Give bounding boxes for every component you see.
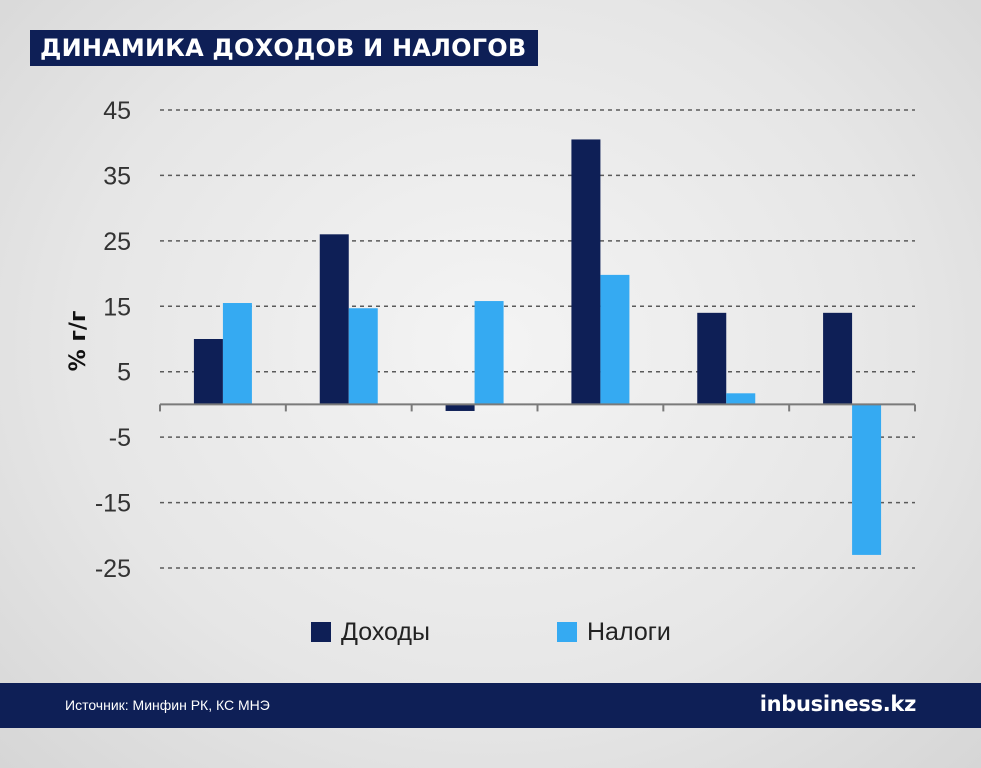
bar-dohody bbox=[571, 139, 601, 405]
y-tick-label: -15 bbox=[95, 490, 131, 518]
bar-nalogi bbox=[222, 303, 252, 405]
bar-nalogi bbox=[852, 404, 882, 555]
x-axis bbox=[159, 403, 916, 412]
y-tick-label: 25 bbox=[103, 228, 131, 256]
bar-dohody bbox=[445, 404, 475, 411]
y-tick-label: -25 bbox=[95, 555, 131, 583]
legend-swatch bbox=[311, 622, 331, 642]
bar-nalogi bbox=[600, 274, 630, 405]
source-note: Источник: Минфин РК, КС МНЭ bbox=[65, 697, 270, 713]
footer-bar: Источник: Минфин РК, КС МНЭ inbusiness.k… bbox=[0, 683, 981, 728]
bar-dohody bbox=[319, 234, 349, 405]
y-tick-label: 35 bbox=[103, 162, 131, 190]
y-tick-labels: 45 35 25 15 5 -5 -15 -25 bbox=[95, 97, 131, 583]
bar-dohody bbox=[193, 339, 223, 405]
y-tick-label: 5 bbox=[117, 359, 131, 387]
legend: Доходы Налоги bbox=[311, 618, 671, 646]
gridlines bbox=[160, 109, 915, 569]
y-tick-label: 15 bbox=[103, 293, 131, 321]
bar-dohody bbox=[823, 312, 853, 405]
bar-chart: 45 35 25 15 5 -5 -15 -25 % г/г Доходы Налоги bbox=[66, 97, 916, 646]
y-tick-label: 45 bbox=[103, 97, 131, 125]
bar-nalogi bbox=[348, 308, 378, 405]
bar-dohody bbox=[697, 312, 727, 405]
legend-label: Доходы bbox=[341, 618, 430, 646]
bars bbox=[193, 139, 882, 555]
y-axis-label: % г/г bbox=[66, 311, 91, 372]
bar-nalogi bbox=[474, 301, 504, 405]
y-tick-label: -5 bbox=[109, 424, 131, 452]
legend-swatch bbox=[557, 622, 577, 642]
chart-title: ДИНАМИКА ДОХОДОВ И НАЛОГОВ bbox=[30, 30, 539, 66]
legend-label: Налоги bbox=[587, 618, 671, 646]
brand-logo: inbusiness.kz bbox=[759, 692, 917, 716]
bar-nalogi bbox=[726, 393, 756, 405]
